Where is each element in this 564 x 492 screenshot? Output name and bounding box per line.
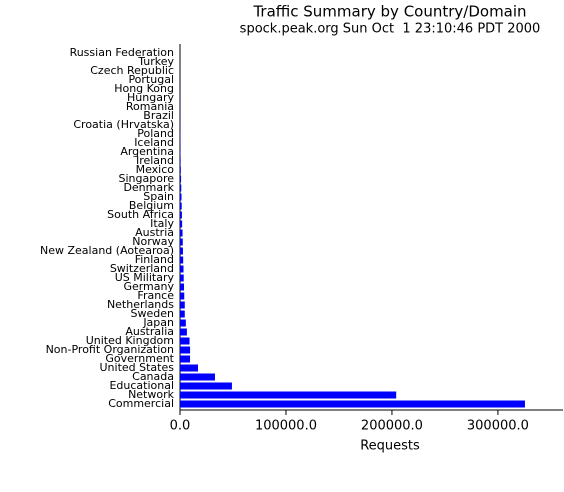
bar bbox=[180, 157, 181, 165]
y-tick-label: South Africa bbox=[107, 208, 174, 221]
y-tick-label: Portugal bbox=[128, 73, 174, 86]
y-tick-label: Croatia (Hrvatska) bbox=[73, 118, 174, 131]
x-tick-label: 100000.0 bbox=[255, 419, 317, 434]
bar bbox=[180, 175, 182, 183]
y-tick-label: Hong Kong bbox=[114, 82, 174, 95]
bar bbox=[180, 184, 182, 192]
y-tick-label: Commercial bbox=[108, 397, 174, 410]
y-tick-label: Czech Republic bbox=[90, 64, 174, 77]
y-tick-label: Japan bbox=[142, 316, 174, 329]
y-tick-label: Government bbox=[105, 352, 174, 365]
bar bbox=[180, 238, 183, 246]
y-tick-label: Sweden bbox=[131, 307, 174, 320]
bar bbox=[180, 319, 186, 327]
y-tick-label: Brazil bbox=[143, 109, 174, 122]
bar bbox=[180, 337, 190, 345]
y-tick-label: Norway bbox=[132, 235, 174, 248]
y-tick-label: Hungary bbox=[127, 91, 174, 104]
y-tick-label: Denmark bbox=[123, 181, 174, 194]
y-tick-label: Non-Profit Organization bbox=[46, 343, 174, 356]
y-tick-label: Mexico bbox=[136, 163, 175, 176]
bar bbox=[180, 193, 182, 201]
y-tick-label: Germany bbox=[123, 280, 174, 293]
bar bbox=[180, 274, 184, 282]
bar bbox=[180, 256, 184, 264]
y-tick-label: Ireland bbox=[136, 154, 174, 167]
bar bbox=[180, 211, 182, 219]
y-tick-label: Argentina bbox=[120, 145, 174, 158]
bar bbox=[180, 346, 191, 354]
y-tick-label: Switzerland bbox=[110, 262, 174, 275]
y-tick-label: Romania bbox=[126, 100, 174, 113]
y-tick-label: Spain bbox=[143, 190, 174, 203]
bar bbox=[180, 328, 187, 336]
y-tick-label: Turkey bbox=[137, 55, 174, 68]
y-tick-label: United States bbox=[100, 361, 175, 374]
x-tick-label: 300000.0 bbox=[467, 419, 529, 434]
bar bbox=[180, 310, 185, 318]
bar bbox=[180, 400, 525, 408]
y-tick-label: France bbox=[137, 289, 174, 302]
y-tick-label: Finland bbox=[135, 253, 174, 266]
x-axis-label: Requests bbox=[360, 439, 420, 454]
bar bbox=[180, 283, 185, 291]
y-tick-label: Russian Federation bbox=[70, 46, 174, 59]
bar bbox=[180, 391, 397, 399]
bar bbox=[180, 202, 182, 210]
bar bbox=[180, 301, 185, 309]
bar bbox=[180, 292, 185, 300]
y-tick-label: Italy bbox=[150, 217, 174, 230]
bar bbox=[180, 382, 232, 390]
bar bbox=[180, 148, 181, 156]
y-tick-label: Canada bbox=[132, 370, 174, 383]
y-tick-label: US Military bbox=[115, 271, 175, 284]
x-tick-label: 200000.0 bbox=[361, 419, 423, 434]
y-tick-label: Singapore bbox=[119, 172, 175, 185]
bar bbox=[180, 229, 183, 237]
y-tick-label: Educational bbox=[109, 379, 174, 392]
bar bbox=[180, 220, 183, 228]
y-tick-label: Belgium bbox=[129, 199, 174, 212]
y-tick-label: Poland bbox=[137, 127, 174, 140]
bar bbox=[180, 373, 215, 381]
y-tick-label: Netherlands bbox=[107, 298, 174, 311]
bar bbox=[180, 247, 183, 255]
y-tick-label: New Zealand (Aotearoa) bbox=[40, 244, 174, 257]
x-tick-label: 0.0 bbox=[170, 419, 191, 434]
bar bbox=[180, 166, 181, 174]
y-tick-label: Australia bbox=[125, 325, 174, 338]
chart-subtitle: spock.peak.org Sun Oct 1 23:10:46 PDT 20… bbox=[240, 22, 541, 37]
bar bbox=[180, 355, 191, 363]
y-tick-label: United Kingdom bbox=[86, 334, 174, 347]
bar bbox=[180, 364, 199, 372]
chart-title: Traffic Summary by Country/Domain bbox=[252, 3, 526, 21]
bar bbox=[180, 265, 184, 273]
y-tick-label: Iceland bbox=[134, 136, 174, 149]
y-tick-label: Network bbox=[128, 388, 175, 401]
y-tick-label: Austria bbox=[135, 226, 174, 239]
